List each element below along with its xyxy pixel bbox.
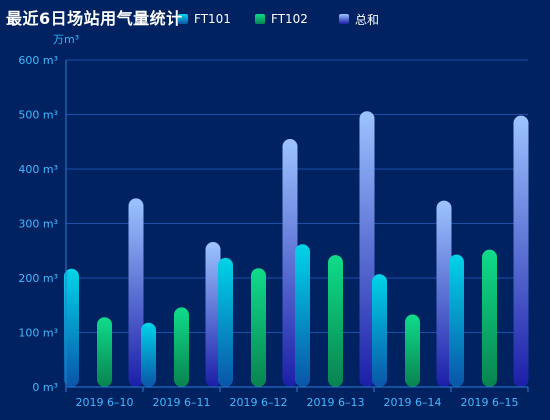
x-tick-label: 2019 6–13 — [307, 396, 365, 409]
legend-item[interactable]: FT101 — [178, 11, 231, 27]
bar[interactable] — [436, 200, 452, 387]
legend-label: FT101 — [194, 12, 231, 26]
bar[interactable] — [128, 198, 144, 387]
legend-item[interactable]: FT102 — [255, 11, 308, 27]
bar[interactable] — [282, 139, 298, 387]
bar[interactable] — [205, 242, 221, 387]
x-tick-label: 2019 6–11 — [153, 396, 211, 409]
legend-swatch — [255, 14, 265, 24]
bar[interactable] — [64, 268, 79, 387]
bar[interactable] — [482, 249, 497, 387]
bar[interactable] — [295, 244, 310, 387]
bar[interactable] — [405, 314, 420, 387]
y-tick-label: 200 m³ — [18, 272, 58, 285]
bar[interactable] — [97, 317, 112, 387]
chart-title: 最近6日场站用气量统计 — [6, 9, 183, 28]
legend-label: 总和 — [355, 12, 380, 27]
y-tick-label: 400 m³ — [18, 163, 58, 176]
bar[interactable] — [141, 322, 156, 387]
bar[interactable] — [174, 307, 189, 387]
x-tick-label: 2019 6–14 — [384, 396, 442, 409]
y-tick-label: 100 m³ — [18, 327, 58, 340]
y-tick-label: 500 m³ — [18, 109, 58, 122]
bar[interactable] — [251, 268, 266, 387]
bar[interactable] — [359, 111, 375, 387]
bar[interactable] — [218, 257, 233, 387]
y-tick-label: 600 m³ — [18, 54, 58, 67]
y-tick-label: 0 m³ — [32, 381, 58, 394]
legend-swatch — [178, 14, 188, 24]
legend-item[interactable]: 总和 — [339, 11, 379, 27]
x-tick-label: 2019 6–15 — [461, 396, 519, 409]
bar[interactable] — [513, 115, 529, 387]
bar[interactable] — [328, 255, 343, 387]
x-tick-label: 2019 6–12 — [230, 396, 288, 409]
bar[interactable] — [449, 254, 464, 387]
y-tick-label: 300 m³ — [18, 218, 58, 231]
bar[interactable] — [372, 274, 387, 387]
legend-swatch — [339, 14, 349, 24]
y-axis-unit: 万m³ — [53, 33, 80, 46]
legend-label: FT102 — [271, 12, 308, 26]
x-tick-label: 2019 6–10 — [76, 396, 134, 409]
